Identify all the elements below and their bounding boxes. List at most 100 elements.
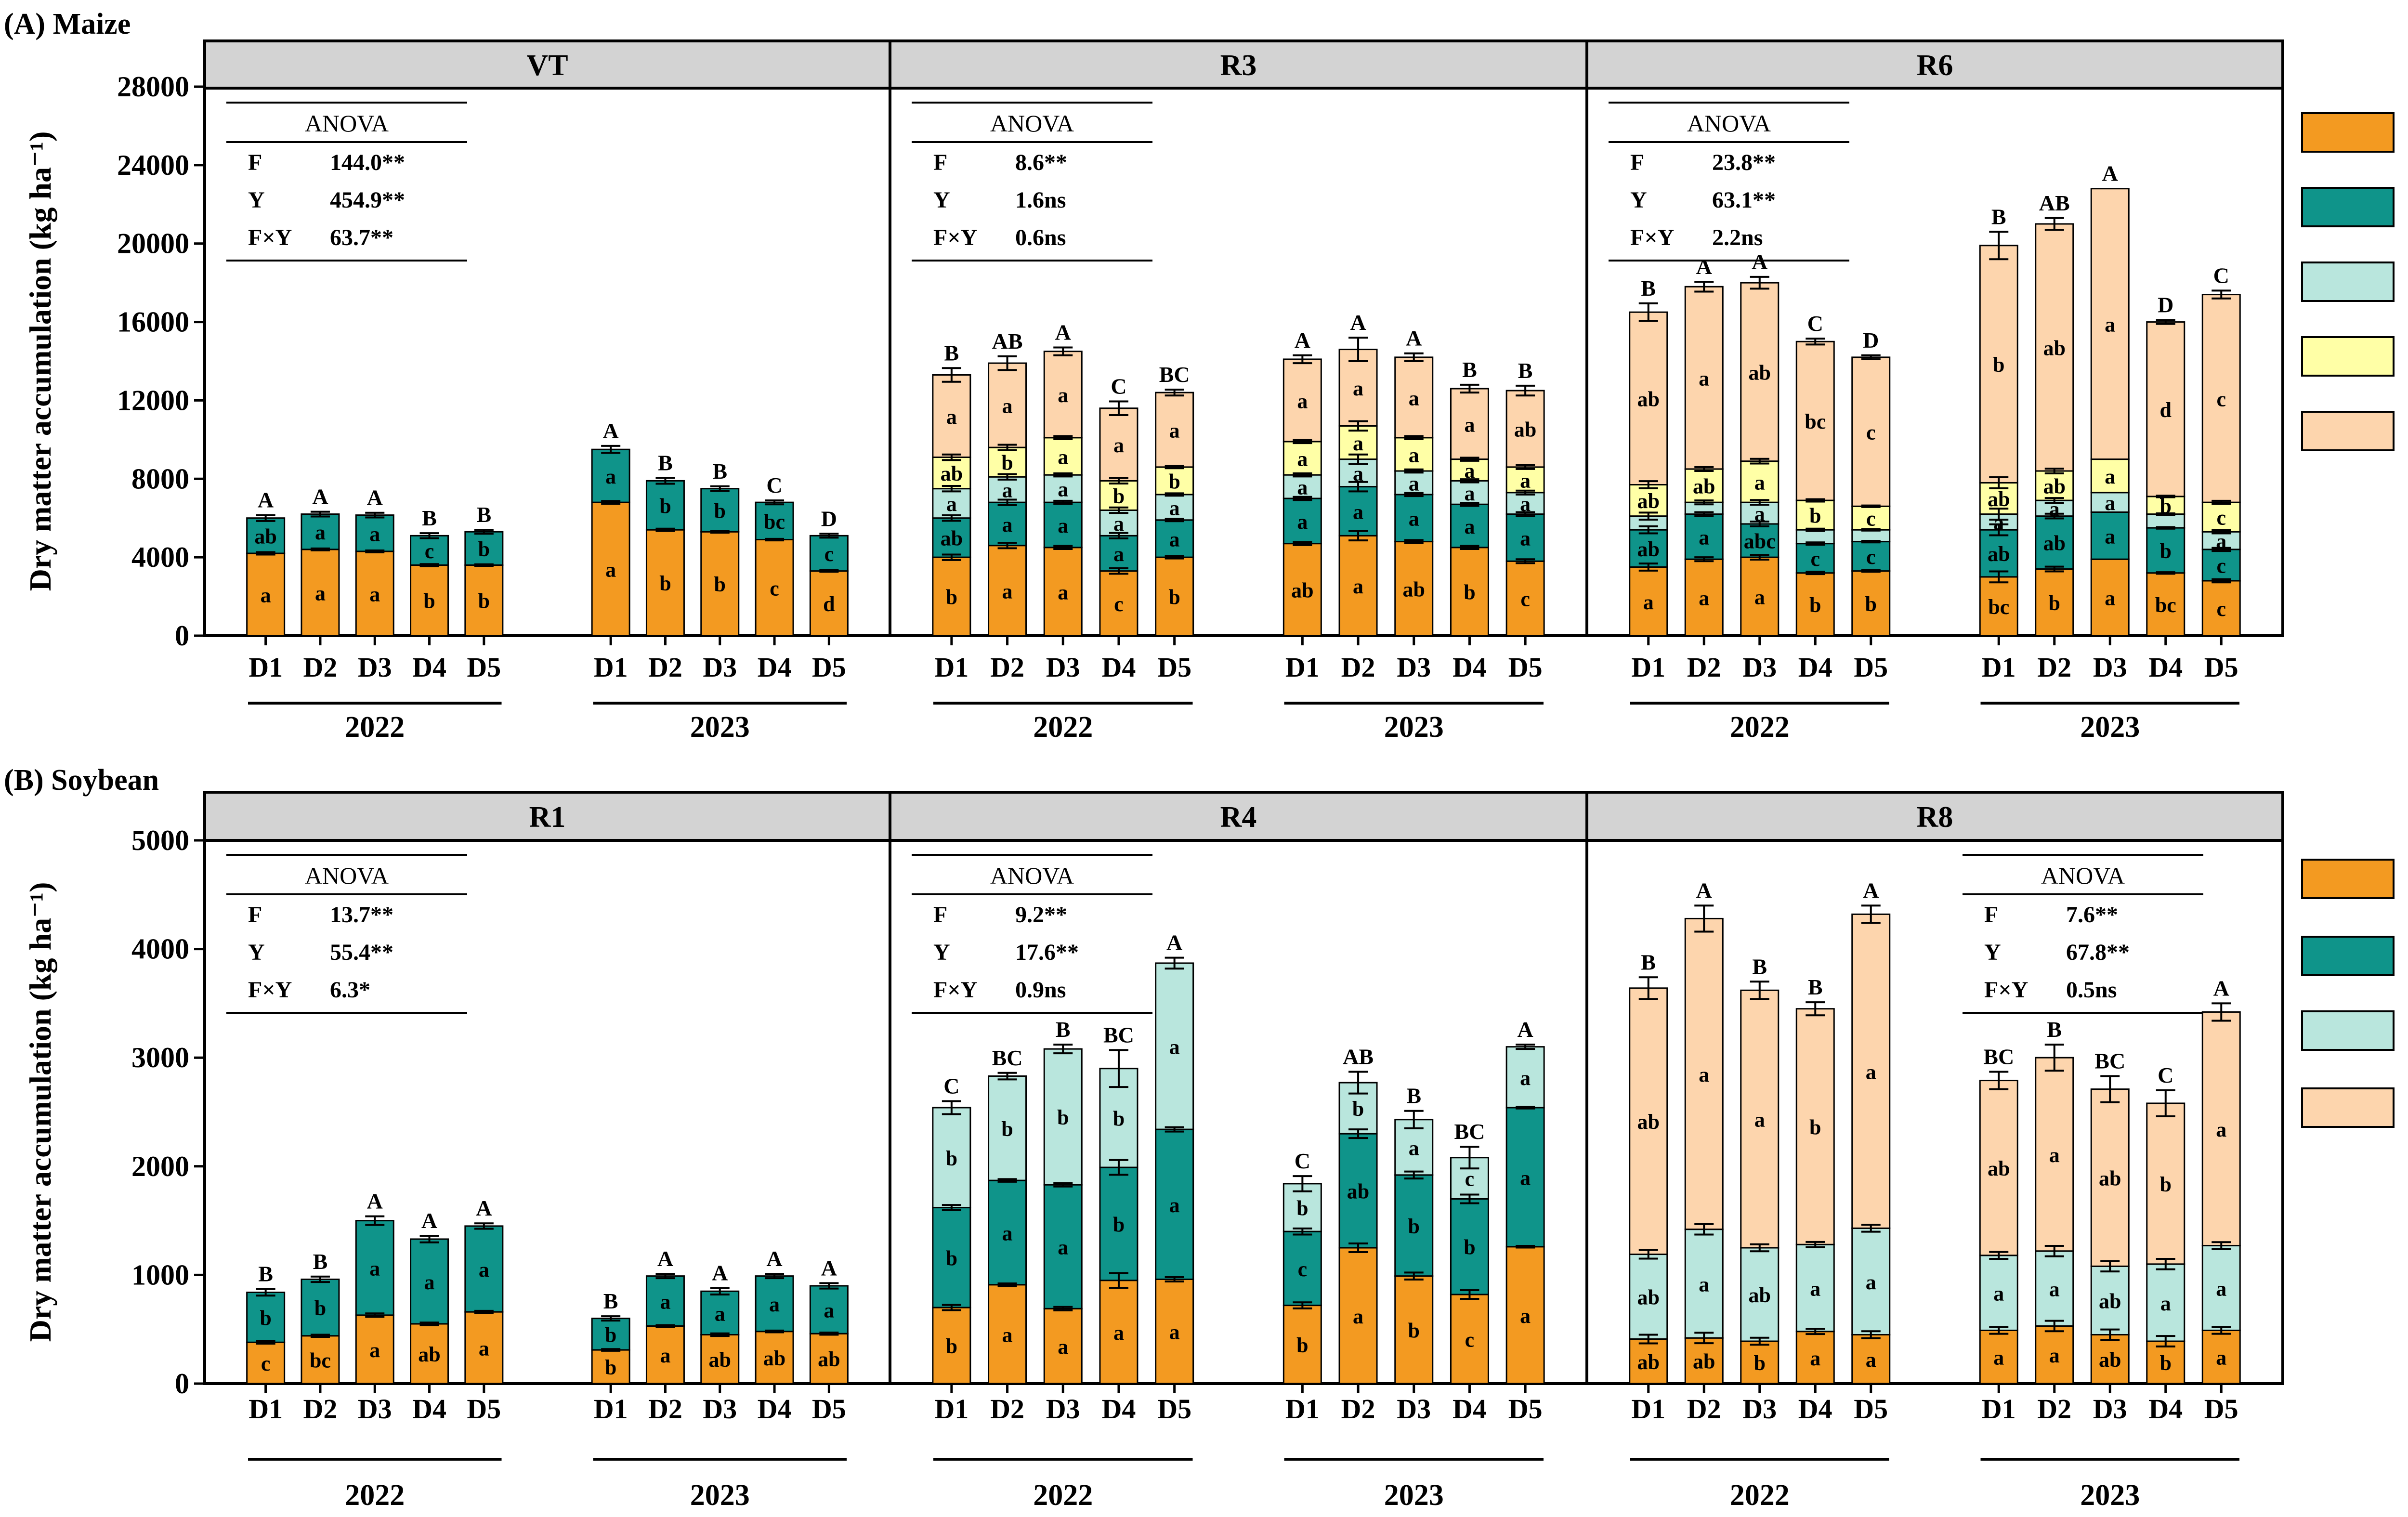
year-label: 2022: [345, 711, 405, 744]
segment-letter: ab: [2099, 1348, 2121, 1372]
bar-segment-grain: [2201, 294, 2241, 503]
bar-top-letter: B: [1641, 276, 1656, 301]
segment-letter: a: [1297, 510, 1308, 534]
x-tick-label: D4: [1102, 652, 1136, 683]
segment-letter: a: [605, 465, 616, 488]
x-tick-label: D4: [758, 1393, 792, 1425]
segment-letter: a: [1409, 507, 1419, 531]
bar-segment-stem: [1338, 535, 1378, 637]
anova-value: 144.0**: [330, 150, 405, 175]
segment-letter: a: [2216, 1118, 2226, 1141]
segment-letter: b: [714, 499, 726, 523]
x-tick-label: D5: [812, 1393, 846, 1425]
x-tick-label: D1: [1285, 1393, 1320, 1425]
bar-segment-husk: [2090, 492, 2130, 513]
segment-letter: b: [1296, 1334, 1308, 1357]
anova-value: 8.6**: [1015, 150, 1067, 175]
bar-top-letter: B: [1462, 357, 1477, 382]
year-label: 2023: [1384, 711, 1444, 744]
bar-segment-leaf: [246, 1291, 286, 1343]
anova-factor: F: [933, 150, 947, 175]
bar-segment-grain: [1851, 913, 1891, 1229]
segment-letter: b: [1865, 592, 1877, 616]
segment-letter: ab: [1693, 475, 1715, 498]
bar-segment-grain: [2146, 1102, 2186, 1265]
x-tick-label: D4: [1453, 1393, 1487, 1425]
segment-letter: ab: [1693, 1350, 1715, 1373]
segment-letter: b: [2160, 1351, 2172, 1375]
bar-segment-stem: [1740, 1340, 1780, 1385]
anova-title: ANOVA: [990, 862, 1074, 889]
segment-letter: a: [1058, 478, 1068, 501]
bar-segment-leaf: [1450, 1198, 1489, 1295]
bar-segment-leaf: [2201, 549, 2241, 582]
bar-top-letter: BC: [1983, 1045, 2014, 1069]
segment-letter: ab: [1637, 1350, 1660, 1374]
segment-letter: bc: [310, 1348, 331, 1372]
segment-letter: a: [2049, 1344, 2060, 1367]
segment-letter: c: [824, 542, 834, 566]
x-tick-label: D4: [412, 652, 446, 683]
legend-swatch: [2301, 411, 2395, 451]
anova-factor: F: [248, 902, 262, 928]
segment-letter: b: [1352, 1097, 1364, 1121]
segment-letter: ab: [941, 462, 963, 485]
anova-title: ANOVA: [305, 862, 389, 889]
bar-segment-grain: [1099, 407, 1139, 482]
anova-factor: F: [248, 150, 262, 175]
anova-factor: Y: [933, 940, 950, 965]
bar-segment-leaf: [1338, 1133, 1378, 1249]
segment-letter: a: [1113, 433, 1124, 457]
segment-letter: a: [1699, 367, 1709, 391]
anova-title: ANOVA: [1687, 110, 1771, 137]
segment-letter: a: [1169, 1035, 1180, 1059]
segment-letter: a: [1058, 445, 1068, 469]
x-tick-label: D1: [249, 1393, 283, 1425]
bar-top-letter: A: [766, 1246, 782, 1271]
bar-segment-grain: [1043, 351, 1083, 439]
y-tick-label: 1000: [131, 1259, 189, 1291]
bar-top-letter: B: [658, 450, 673, 475]
segment-letter: b: [1754, 1351, 1766, 1375]
x-tick-label: D2: [990, 1393, 1024, 1425]
bar-top-letter: BC: [1159, 362, 1190, 387]
bar-segment-leaf: [1394, 1174, 1434, 1277]
segment-letter: c: [2216, 597, 2226, 621]
x-tick-label: D3: [1397, 652, 1431, 683]
segment-letter: c: [261, 1352, 271, 1375]
segment-letter: ab: [1637, 387, 1660, 411]
x-tick-label: D1: [1285, 652, 1320, 683]
bar-top-letter: A: [476, 1196, 492, 1220]
bar-top-letter: A: [1696, 254, 1712, 279]
bar-segment-stem: [1394, 1275, 1434, 1385]
panel-stage-label: VT: [526, 49, 568, 82]
bar-top-letter: B: [313, 1249, 328, 1274]
anova-factor: F×Y: [1984, 977, 2028, 1003]
bar-top-letter: B: [1641, 950, 1656, 974]
segment-letter: a: [1866, 1060, 1876, 1084]
bar-segment-stem: [410, 1323, 449, 1385]
bar-top-letter: A: [312, 484, 328, 509]
bar-segment-stem: [988, 1284, 1027, 1385]
x-tick-label: D1: [1631, 652, 1665, 683]
segment-letter: a: [1353, 1305, 1363, 1328]
anova-value: 1.6ns: [1015, 187, 1066, 213]
segment-letter: a: [824, 1299, 834, 1322]
x-tick-label: D5: [812, 652, 846, 683]
segment-letter: ab: [1988, 542, 2010, 566]
bar-segment-cob: [1851, 505, 1891, 531]
legend-swatch: [2301, 187, 2395, 227]
segment-letter: c: [2216, 506, 2226, 530]
bar-top-letter: AB: [1343, 1045, 1374, 1069]
bar-top-letter: B: [1406, 1084, 1421, 1108]
bar-top-letter: A: [1406, 326, 1422, 351]
bar-segment-grain: [1979, 245, 2018, 484]
panel-header: [1585, 791, 2284, 842]
x-tick-label: D1: [1631, 1393, 1665, 1425]
segment-letter: ab: [2043, 532, 2066, 555]
bar-segment-stem: [301, 549, 340, 637]
segment-letter: d: [2160, 398, 2172, 422]
year-label: 2022: [1730, 1479, 1790, 1512]
bar-segment-husk: [1740, 501, 1780, 525]
bar-segment-stem: [2146, 1340, 2186, 1385]
